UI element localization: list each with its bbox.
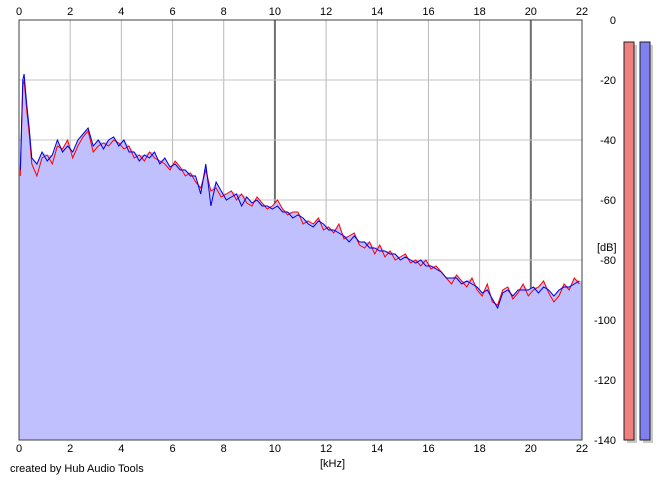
x-tick-label-bottom: 8 [221, 443, 227, 455]
y-tick-labels: 0 -20 -40 -60 -80 -100 -120 -140 [594, 15, 616, 447]
x-tick-label-bottom: 2 [67, 443, 73, 455]
x-tick-labels-top: 0 2 4 6 8 10 12 14 16 18 20 22 [16, 6, 588, 18]
x-tick-label-bottom: 14 [371, 443, 383, 455]
x-tick-label-top: 22 [576, 6, 588, 18]
x-tick-label-top: 20 [525, 6, 537, 18]
series-blue-line [19, 73, 580, 310]
level-meter-left [623, 41, 635, 441]
x-tick-label-top: 18 [474, 6, 486, 18]
y-tick-label: 0 [610, 15, 616, 27]
spectrum-fill [19, 74, 582, 440]
x-tick-label-top: 16 [422, 6, 434, 18]
x-tick-label-bottom: 20 [525, 443, 537, 455]
spectrum-series [19, 73, 580, 310]
y-tick-label: -40 [600, 135, 616, 147]
y-tick-label: -120 [594, 375, 616, 387]
x-tick-label-bottom: 0 [16, 443, 22, 455]
y-tick-label: -60 [600, 195, 616, 207]
spectrum-area-fill [19, 74, 582, 440]
x-tick-label-top: 6 [169, 6, 175, 18]
x-tick-label-bottom: 10 [269, 443, 281, 455]
x-tick-label-top: 2 [67, 6, 73, 18]
x-tick-label-bottom: 22 [576, 443, 588, 455]
x-axis-label: [kHz] [320, 458, 345, 470]
x-tick-label-top: 12 [320, 6, 332, 18]
x-tick-labels-bottom: 0 2 4 6 8 10 12 14 16 18 20 22 [16, 443, 588, 455]
plot-border [18, 19, 583, 441]
credit-footer: created by Hub Audio Tools [10, 463, 144, 475]
x-tick-label-bottom: 6 [169, 443, 175, 455]
x-tick-label-top: 0 [16, 6, 22, 18]
level-meters [623, 41, 653, 443]
x-tick-label-top: 10 [269, 6, 281, 18]
x-tick-label-bottom: 4 [118, 443, 124, 455]
x-tick-label-top: 14 [371, 6, 383, 18]
y-tick-label: -100 [594, 315, 616, 327]
x-tick-label-top: 4 [118, 6, 124, 18]
x-tick-label-bottom: 12 [320, 443, 332, 455]
y-axis-label: [dB] [597, 242, 617, 254]
x-tick-label-bottom: 16 [422, 443, 434, 455]
y-tick-label: -140 [594, 435, 616, 447]
x-tick-label-bottom: 18 [474, 443, 486, 455]
y-tick-label: -20 [600, 75, 616, 87]
x-tick-label-top: 8 [221, 6, 227, 18]
y-tick-label: -80 [600, 255, 616, 267]
level-meter-right [639, 41, 651, 441]
